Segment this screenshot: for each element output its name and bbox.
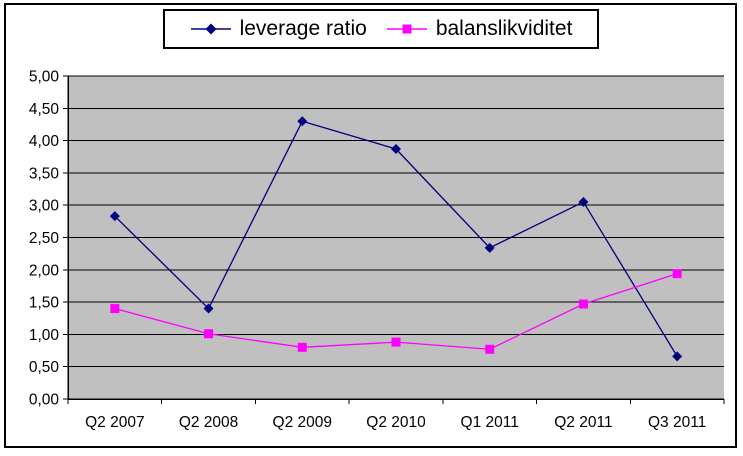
legend-marker-leverage-ratio [190, 23, 231, 35]
diamond-marker-icon [205, 23, 217, 35]
y-axis-label: 3,00 [29, 198, 60, 215]
data-point-diamond-leverage-ratio [484, 242, 495, 253]
legend-label-leverage-ratio: leverage ratio [239, 17, 367, 40]
legend-label-balanslikviditet: balanslikviditet [435, 17, 573, 40]
y-axis-label: 2,00 [29, 262, 60, 279]
x-axis-label: Q2 2007 [85, 414, 144, 431]
x-axis-label: Q2 2008 [179, 414, 238, 431]
square-marker-icon [402, 24, 412, 34]
legend-item-balanslikviditet: balanslikviditet [386, 17, 573, 41]
x-axis-label: Q2 2010 [366, 414, 426, 431]
x-axis-label: Q1 2011 [461, 414, 519, 431]
x-axis-label: Q2 2011 [554, 414, 612, 431]
y-axis-label: 1,50 [29, 295, 60, 312]
data-point-diamond-leverage-ratio [672, 351, 683, 362]
data-point-square-balanslikviditet [578, 299, 588, 309]
data-point-diamond-leverage-ratio [109, 211, 120, 222]
y-axis-label: 2,50 [29, 230, 60, 247]
data-point-diamond-leverage-ratio [391, 143, 401, 154]
data-point-square-balanslikviditet [485, 344, 495, 354]
data-point-square-balanslikviditet [110, 304, 120, 314]
legend: leverage ratio balanslikviditet [163, 9, 599, 49]
data-point-diamond-leverage-ratio [578, 196, 589, 207]
y-axis-label: 4,00 [29, 133, 60, 150]
data-point-square-balanslikviditet [391, 337, 401, 347]
y-axis-label: 4,50 [29, 101, 60, 118]
x-axis-label: Q3 2011 [648, 414, 706, 431]
y-axis-label: 5,00 [29, 69, 60, 86]
y-axis-label: 0,50 [29, 359, 60, 376]
data-point-square-balanslikviditet [204, 329, 214, 339]
data-point-diamond-leverage-ratio [203, 303, 214, 314]
data-point-diamond-leverage-ratio [297, 116, 308, 127]
data-point-square-balanslikviditet [297, 342, 307, 352]
data-point-square-balanslikviditet [672, 269, 682, 279]
x-axis-label: Q2 2009 [273, 414, 332, 431]
y-axis-label: 3,50 [29, 165, 60, 182]
y-axis-label: 1,00 [29, 327, 60, 344]
legend-item-leverage-ratio: leverage ratio [190, 17, 367, 41]
y-axis-label: 0,00 [29, 392, 60, 409]
legend-marker-balanslikviditet [386, 24, 427, 34]
